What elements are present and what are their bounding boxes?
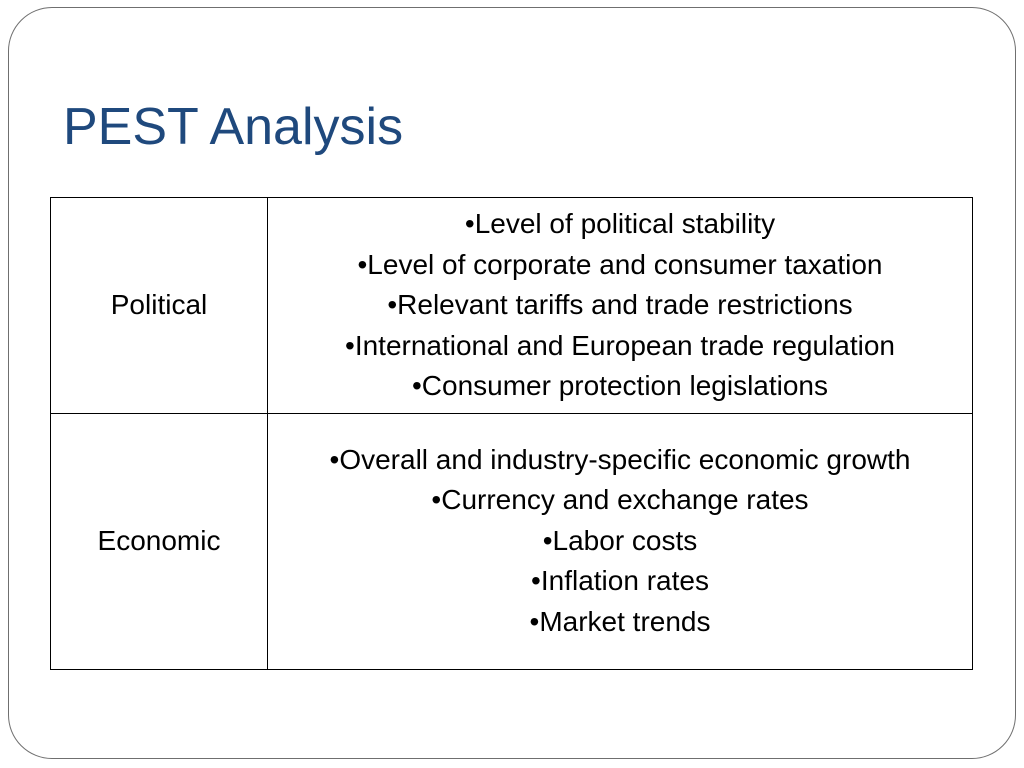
table-row-political: Political Level of political stability L… <box>50 197 973 414</box>
list-item: Consumer protection legislations <box>276 366 964 407</box>
list-item: Level of political stability <box>276 204 964 245</box>
points-cell-political: Level of political stability Level of co… <box>267 197 973 414</box>
list-item: Overall and industry-specific economic g… <box>276 440 964 481</box>
list-item: International and European trade regulat… <box>276 326 964 367</box>
list-item: Relevant tariffs and trade restrictions <box>276 285 964 326</box>
economic-points-list: Overall and industry-specific economic g… <box>268 434 972 649</box>
table-row-economic: Economic Overall and industry-specific e… <box>50 412 973 670</box>
political-points-list: Level of political stability Level of co… <box>268 198 972 413</box>
list-item: Level of corporate and consumer taxation <box>276 245 964 286</box>
list-item: Market trends <box>276 602 964 643</box>
list-item: Currency and exchange rates <box>276 480 964 521</box>
slide-title: PEST Analysis <box>63 98 404 156</box>
factor-cell-economic: Economic <box>50 412 268 670</box>
list-item: Inflation rates <box>276 561 964 602</box>
points-cell-economic: Overall and industry-specific economic g… <box>267 412 973 670</box>
pest-table: Political Level of political stability L… <box>50 197 973 670</box>
list-item: Labor costs <box>276 521 964 562</box>
factor-cell-political: Political <box>50 197 268 414</box>
